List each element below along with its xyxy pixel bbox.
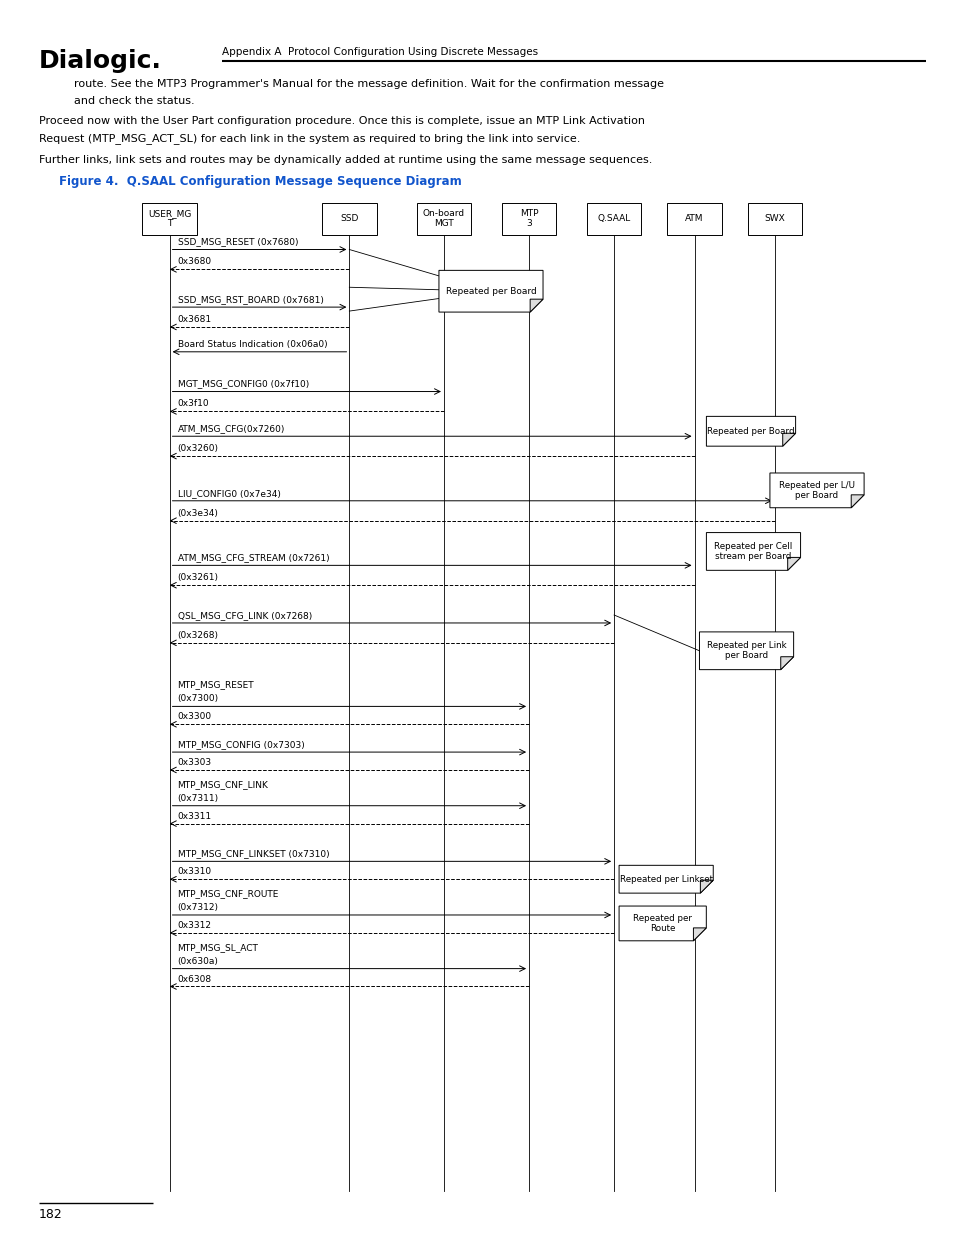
Polygon shape bbox=[438, 270, 542, 312]
Text: Repeated per Board: Repeated per Board bbox=[706, 427, 794, 436]
Text: route. See the MTP3 Programmer's Manual for the message definition. Wait for the: route. See the MTP3 Programmer's Manual … bbox=[73, 79, 663, 89]
Text: Q.SAAL: Q.SAAL bbox=[597, 214, 630, 224]
Text: and check the status.: and check the status. bbox=[73, 95, 194, 105]
Text: 0x6308: 0x6308 bbox=[177, 974, 212, 983]
Text: MTP_MSG_CONFIG (0x7303): MTP_MSG_CONFIG (0x7303) bbox=[177, 740, 304, 750]
Text: MTP
3: MTP 3 bbox=[519, 209, 537, 228]
Text: 0x3300: 0x3300 bbox=[177, 713, 212, 721]
Text: MGT_MSG_CONFIG0 (0x7f10): MGT_MSG_CONFIG0 (0x7f10) bbox=[177, 379, 309, 389]
Text: MTP_MSG_CNF_LINKSET (0x7310): MTP_MSG_CNF_LINKSET (0x7310) bbox=[177, 850, 329, 858]
Polygon shape bbox=[618, 906, 705, 941]
Text: 0x3312: 0x3312 bbox=[177, 921, 212, 930]
Text: Figure 4.  Q.SAAL Configuration Message Sequence Diagram: Figure 4. Q.SAAL Configuration Message S… bbox=[59, 175, 461, 188]
FancyBboxPatch shape bbox=[416, 203, 471, 235]
FancyBboxPatch shape bbox=[322, 203, 376, 235]
Text: Appendix A  Protocol Configuration Using Discrete Messages: Appendix A Protocol Configuration Using … bbox=[222, 47, 537, 57]
Polygon shape bbox=[705, 532, 800, 571]
Polygon shape bbox=[705, 416, 795, 446]
Polygon shape bbox=[780, 657, 793, 669]
Text: (0x7300): (0x7300) bbox=[177, 694, 218, 704]
Text: Request (MTP_MSG_ACT_SL) for each link in the system as required to bring the li: Request (MTP_MSG_ACT_SL) for each link i… bbox=[39, 133, 579, 144]
Text: Board Status Indication (0x06a0): Board Status Indication (0x06a0) bbox=[177, 340, 327, 348]
FancyBboxPatch shape bbox=[142, 203, 196, 235]
Text: SWX: SWX bbox=[763, 214, 784, 224]
Text: 0x3681: 0x3681 bbox=[177, 315, 212, 324]
Text: Further links, link sets and routes may be dynamically added at runtime using th: Further links, link sets and routes may … bbox=[39, 156, 652, 165]
FancyBboxPatch shape bbox=[747, 203, 801, 235]
Text: ATM: ATM bbox=[684, 214, 703, 224]
Polygon shape bbox=[699, 632, 793, 669]
FancyBboxPatch shape bbox=[501, 203, 556, 235]
Text: (0x3261): (0x3261) bbox=[177, 573, 218, 582]
Polygon shape bbox=[693, 927, 705, 941]
Text: SSD_MSG_RST_BOARD (0x7681): SSD_MSG_RST_BOARD (0x7681) bbox=[177, 295, 323, 304]
Text: 0x3f10: 0x3f10 bbox=[177, 399, 209, 409]
FancyBboxPatch shape bbox=[666, 203, 721, 235]
Text: (0x630a): (0x630a) bbox=[177, 957, 218, 966]
Text: On-board
MGT: On-board MGT bbox=[422, 209, 464, 228]
Text: Repeated per Cell
stream per Board: Repeated per Cell stream per Board bbox=[714, 542, 792, 561]
Text: QSL_MSG_CFG_LINK (0x7268): QSL_MSG_CFG_LINK (0x7268) bbox=[177, 611, 312, 620]
Polygon shape bbox=[769, 473, 863, 508]
Text: 0x3303: 0x3303 bbox=[177, 758, 212, 767]
Text: USER_MG
T: USER_MG T bbox=[148, 209, 192, 228]
Polygon shape bbox=[700, 881, 713, 893]
Text: Repeated per Board: Repeated per Board bbox=[445, 287, 536, 295]
Text: Proceed now with the User Part configuration procedure. Once this is complete, i: Proceed now with the User Part configura… bbox=[39, 116, 644, 126]
Text: MTP_MSG_SL_ACT: MTP_MSG_SL_ACT bbox=[177, 942, 258, 952]
Text: LIU_CONFIG0 (0x7e34): LIU_CONFIG0 (0x7e34) bbox=[177, 489, 280, 498]
Polygon shape bbox=[787, 557, 800, 571]
Text: SSD: SSD bbox=[340, 214, 358, 224]
Text: ATM_MSG_CFG_STREAM (0x7261): ATM_MSG_CFG_STREAM (0x7261) bbox=[177, 553, 329, 562]
Polygon shape bbox=[781, 433, 795, 446]
Text: SSD_MSG_RESET (0x7680): SSD_MSG_RESET (0x7680) bbox=[177, 237, 297, 247]
Polygon shape bbox=[530, 299, 542, 312]
Text: 0x3680: 0x3680 bbox=[177, 257, 212, 267]
Text: Dialogic.: Dialogic. bbox=[39, 49, 162, 73]
Text: Repeated per L/U
per Board: Repeated per L/U per Board bbox=[779, 480, 854, 500]
Text: MTP_MSG_CNF_ROUTE: MTP_MSG_CNF_ROUTE bbox=[177, 889, 278, 898]
Text: 0x3310: 0x3310 bbox=[177, 867, 212, 877]
Text: Repeated per Linkset: Repeated per Linkset bbox=[619, 874, 712, 884]
Polygon shape bbox=[850, 495, 863, 508]
Text: (0x3260): (0x3260) bbox=[177, 445, 218, 453]
Text: (0x7311): (0x7311) bbox=[177, 794, 218, 803]
Text: 182: 182 bbox=[39, 1208, 63, 1221]
Text: (0x7312): (0x7312) bbox=[177, 903, 218, 911]
Polygon shape bbox=[618, 866, 713, 893]
Text: Repeated per Link
per Board: Repeated per Link per Board bbox=[706, 641, 785, 661]
Text: (0x3268): (0x3268) bbox=[177, 631, 218, 640]
Text: 0x3311: 0x3311 bbox=[177, 811, 212, 820]
FancyBboxPatch shape bbox=[586, 203, 640, 235]
Text: MTP_MSG_CNF_LINK: MTP_MSG_CNF_LINK bbox=[177, 779, 268, 789]
Text: ATM_MSG_CFG(0x7260): ATM_MSG_CFG(0x7260) bbox=[177, 425, 285, 433]
Text: Repeated per
Route: Repeated per Route bbox=[633, 914, 692, 934]
Text: MTP_MSG_RESET: MTP_MSG_RESET bbox=[177, 680, 253, 689]
Text: (0x3e34): (0x3e34) bbox=[177, 509, 218, 517]
